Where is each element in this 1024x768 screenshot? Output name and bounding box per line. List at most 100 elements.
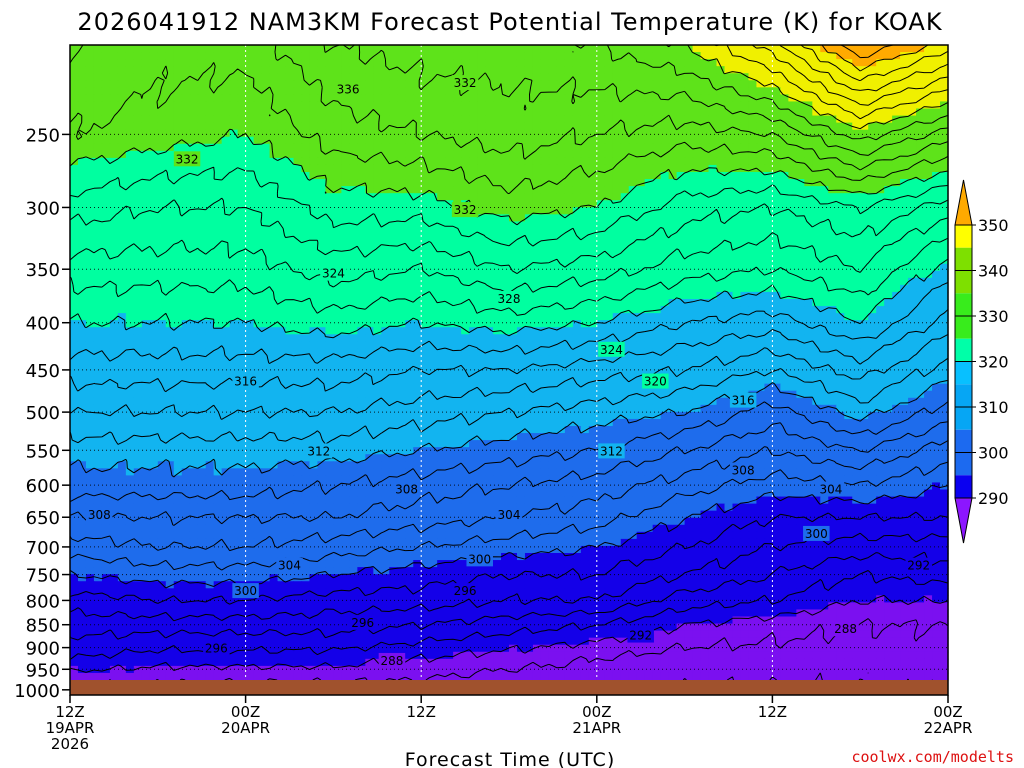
theta-cell bbox=[556, 101, 566, 110]
theta-cell bbox=[804, 249, 813, 258]
theta-cell bbox=[612, 45, 622, 53]
theta-cell bbox=[756, 263, 766, 272]
theta-cell bbox=[788, 306, 797, 314]
theta-cell bbox=[421, 348, 430, 357]
theta-cell bbox=[836, 136, 845, 145]
theta-cell bbox=[532, 136, 542, 145]
theta-cell bbox=[588, 228, 598, 237]
theta-cell bbox=[189, 94, 199, 103]
theta-cell bbox=[269, 164, 279, 173]
theta-cell bbox=[253, 45, 263, 53]
theta-cell bbox=[916, 73, 925, 81]
theta-cell bbox=[516, 59, 526, 67]
theta-cell bbox=[556, 299, 566, 307]
theta-cell bbox=[253, 327, 263, 335]
theta-cell bbox=[564, 299, 574, 307]
theta-cell bbox=[820, 52, 829, 60]
theta-cell bbox=[660, 320, 670, 328]
theta-cell bbox=[668, 334, 678, 342]
theta-cell bbox=[852, 94, 861, 103]
theta-cell bbox=[572, 200, 582, 208]
theta-cell bbox=[197, 101, 207, 110]
theta-cell bbox=[197, 207, 207, 215]
theta-cell bbox=[636, 87, 646, 95]
theta-cell bbox=[828, 256, 837, 265]
theta-cell bbox=[173, 122, 183, 131]
theta-cell bbox=[341, 101, 350, 110]
theta-cell bbox=[141, 284, 151, 293]
theta-cell bbox=[245, 270, 255, 279]
theta-cell bbox=[636, 341, 646, 349]
theta-cell bbox=[101, 256, 111, 265]
theta-cell bbox=[213, 341, 223, 349]
theta-cell bbox=[109, 200, 119, 208]
theta-cell bbox=[309, 299, 319, 307]
theta-cell bbox=[780, 80, 789, 88]
theta-cell bbox=[716, 334, 726, 342]
theta-cell bbox=[149, 277, 159, 286]
theta-cell bbox=[405, 172, 414, 180]
theta-cell bbox=[237, 299, 247, 307]
theta-cell bbox=[253, 228, 263, 237]
theta-cell bbox=[93, 270, 103, 279]
theta-cell bbox=[868, 200, 877, 208]
theta-cell bbox=[229, 306, 239, 314]
theta-cell bbox=[181, 122, 191, 131]
theta-cell bbox=[812, 327, 821, 335]
theta-cell bbox=[437, 45, 446, 53]
theta-cell bbox=[197, 115, 207, 124]
theta-cell bbox=[828, 355, 837, 364]
theta-cell bbox=[524, 87, 534, 95]
theta-cell bbox=[916, 122, 925, 131]
theta-cell bbox=[101, 157, 111, 166]
theta-cell bbox=[716, 87, 726, 95]
theta-cell bbox=[325, 228, 334, 237]
theta-cell bbox=[796, 150, 805, 159]
theta-cell bbox=[596, 306, 606, 314]
theta-cell bbox=[157, 94, 167, 103]
theta-cell bbox=[285, 122, 295, 131]
theta-cell bbox=[197, 45, 207, 53]
theta-cell bbox=[612, 129, 622, 138]
theta-cell bbox=[333, 52, 342, 60]
theta-cell bbox=[373, 284, 382, 293]
theta-cell bbox=[221, 313, 231, 321]
theta-cell bbox=[604, 242, 614, 251]
theta-cell bbox=[157, 235, 167, 244]
theta-cell bbox=[101, 228, 111, 237]
theta-cell bbox=[357, 59, 366, 67]
theta-cell bbox=[293, 80, 303, 88]
theta-cell bbox=[844, 341, 853, 349]
theta-cell bbox=[724, 136, 734, 145]
theta-cell bbox=[221, 200, 231, 208]
theta-cell bbox=[852, 108, 861, 117]
theta-cell bbox=[373, 228, 382, 237]
theta-cell bbox=[540, 214, 550, 222]
theta-cell bbox=[381, 164, 390, 173]
theta-cell bbox=[125, 299, 135, 307]
theta-cell bbox=[916, 327, 925, 335]
theta-cell bbox=[261, 299, 271, 307]
theta-cell bbox=[389, 249, 398, 258]
theta-cell bbox=[125, 80, 135, 88]
theta-cell bbox=[796, 249, 805, 258]
theta-cell bbox=[628, 207, 638, 215]
theta-cell bbox=[133, 214, 143, 222]
theta-cell bbox=[780, 277, 789, 286]
theta-cell bbox=[77, 291, 87, 300]
theta-cell bbox=[173, 129, 183, 138]
theta-cell bbox=[844, 52, 853, 60]
theta-cell bbox=[900, 284, 909, 293]
theta-cell bbox=[117, 256, 127, 265]
theta-cell bbox=[85, 186, 95, 194]
theta-cell bbox=[596, 179, 606, 187]
theta-cell bbox=[141, 334, 151, 342]
theta-cell bbox=[764, 179, 773, 187]
theta-cell bbox=[277, 242, 287, 251]
theta-cell bbox=[509, 150, 518, 159]
theta-cell bbox=[932, 263, 941, 272]
theta-cell bbox=[692, 228, 702, 237]
theta-cell bbox=[604, 313, 614, 321]
theta-cell bbox=[293, 179, 303, 187]
theta-cell bbox=[700, 334, 710, 342]
